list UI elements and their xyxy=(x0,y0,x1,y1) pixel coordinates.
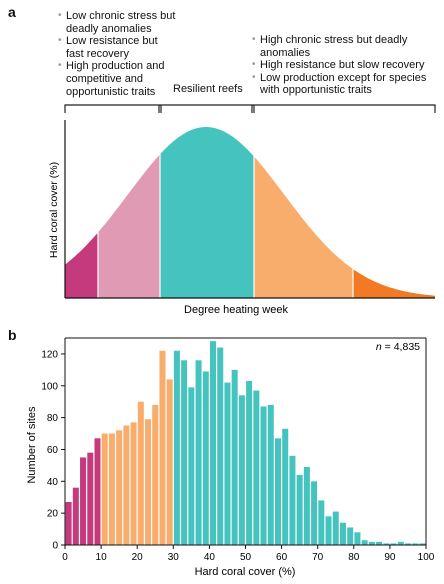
histogram-bar xyxy=(397,541,404,545)
y-tick-label: 60 xyxy=(47,445,59,456)
histogram-bar xyxy=(325,516,332,545)
curve-segment-fast-recovery xyxy=(98,127,160,298)
sample-size-value: = 4,835 xyxy=(382,341,420,353)
y-tick-label: 20 xyxy=(47,509,59,520)
histogram-bar xyxy=(80,457,87,545)
x-tick-label: 60 xyxy=(276,552,288,563)
panel-a-label: a xyxy=(8,4,16,20)
y-tick-label: 80 xyxy=(47,413,59,424)
x-tick-label: 10 xyxy=(96,552,108,563)
histogram-bar xyxy=(296,474,303,545)
histogram-bar xyxy=(267,404,274,545)
x-tick-label: 40 xyxy=(204,552,216,563)
histogram-bar xyxy=(130,422,137,545)
histogram-bar xyxy=(173,350,180,545)
left-note: High production and competitive and oppo… xyxy=(58,60,178,98)
y-tick-label: 100 xyxy=(41,381,58,392)
histogram-bar xyxy=(390,543,397,545)
histogram-bar xyxy=(318,500,325,545)
histogram-bar xyxy=(101,433,108,545)
curve-segment-resilient xyxy=(160,127,254,298)
histogram-bar xyxy=(404,543,411,545)
y-tick-label: 0 xyxy=(52,541,58,552)
x-tick-label: 100 xyxy=(418,552,435,563)
x-tick-label: 20 xyxy=(132,552,144,563)
bell-curve xyxy=(65,127,435,298)
histogram-bar xyxy=(332,511,339,545)
panel-b-xlabel: Hard coral cover (%) xyxy=(195,566,296,578)
right-notes: High chronic stress but deadly anomalies… xyxy=(252,34,432,97)
left-notes: Low chronic stress but deadly anomalies … xyxy=(58,10,178,98)
x-tick-label: 90 xyxy=(384,552,396,563)
panel-a-xlabel: Degree heating week xyxy=(184,304,288,316)
histogram-bar xyxy=(202,371,209,545)
sample-size-annotation: n = 4,835 xyxy=(376,341,420,353)
histogram-bars xyxy=(65,341,426,545)
histogram-bar xyxy=(238,395,245,545)
histogram-bar xyxy=(123,425,130,545)
histogram-bar xyxy=(181,360,188,545)
y-ticks: 0 20 40 60 80 100 120 xyxy=(41,349,65,552)
x-tick-label: 70 xyxy=(312,552,324,563)
histogram-bar xyxy=(419,543,426,545)
panel-a-ylabel: Hard coral cover (%) xyxy=(48,162,60,258)
histogram-bar xyxy=(231,369,238,545)
x-tick-label: 0 xyxy=(62,552,68,563)
histogram-bar xyxy=(195,360,202,545)
histogram-bar xyxy=(274,438,281,545)
right-note: High chronic stress but deadly anomalies xyxy=(252,34,432,59)
histogram-bar xyxy=(217,347,224,545)
histogram-bar xyxy=(108,433,115,545)
histogram-bar xyxy=(339,522,346,545)
bracket xyxy=(64,104,436,113)
histogram-bar xyxy=(159,350,166,545)
histogram-bar xyxy=(87,452,94,545)
right-note: Low production except for species with o… xyxy=(252,72,432,97)
left-note: Low resistance but fast recovery xyxy=(58,35,178,60)
histogram-bar xyxy=(72,487,79,545)
left-note: Low chronic stress but deadly anomalies xyxy=(58,10,178,35)
histogram-bar xyxy=(188,387,195,545)
histogram-bar xyxy=(166,379,173,545)
y-tick-label: 120 xyxy=(41,349,58,360)
histogram-bar xyxy=(94,438,101,545)
histogram-bar xyxy=(253,390,260,545)
histogram-bar xyxy=(260,406,267,545)
y-tick-label: 40 xyxy=(47,477,59,488)
x-tick-label: 80 xyxy=(348,552,360,563)
curve-segment-low-stress xyxy=(65,127,98,298)
histogram-bar xyxy=(116,430,123,545)
histogram-bar xyxy=(145,419,152,545)
histogram-bar xyxy=(347,527,354,545)
histogram-bar xyxy=(289,455,296,545)
histogram-bar xyxy=(368,541,375,545)
panel-b-label: b xyxy=(8,327,17,343)
right-note: High resistance but slow recovery xyxy=(252,59,432,72)
curve-segment-slow-recovery xyxy=(254,127,353,298)
resilient-reefs-label: Resilient reefs xyxy=(173,83,243,95)
histogram-bar xyxy=(383,543,390,545)
histogram-bar xyxy=(354,532,361,545)
sample-size-n: n xyxy=(376,341,382,353)
histogram-bar xyxy=(210,341,217,545)
histogram-bar xyxy=(246,380,253,545)
histogram-bar xyxy=(137,401,144,545)
histogram-bar xyxy=(412,543,419,545)
histogram-bar xyxy=(282,428,289,545)
curve-segment-high-stress xyxy=(353,127,435,298)
histogram-bar xyxy=(311,481,318,545)
histogram-bar xyxy=(224,382,231,545)
histogram-bar xyxy=(152,404,159,545)
histogram-bar xyxy=(303,466,310,545)
panel-b-ylabel: Number of sites xyxy=(26,406,38,484)
x-tick-label: 30 xyxy=(168,552,180,563)
x-tick-label: 50 xyxy=(240,552,252,563)
histogram-bar xyxy=(361,540,368,545)
histogram-bar xyxy=(65,502,72,545)
x-ticks: 0 10 20 30 40 50 60 70 80 90 100 xyxy=(62,545,435,563)
histogram-bar xyxy=(376,541,383,545)
